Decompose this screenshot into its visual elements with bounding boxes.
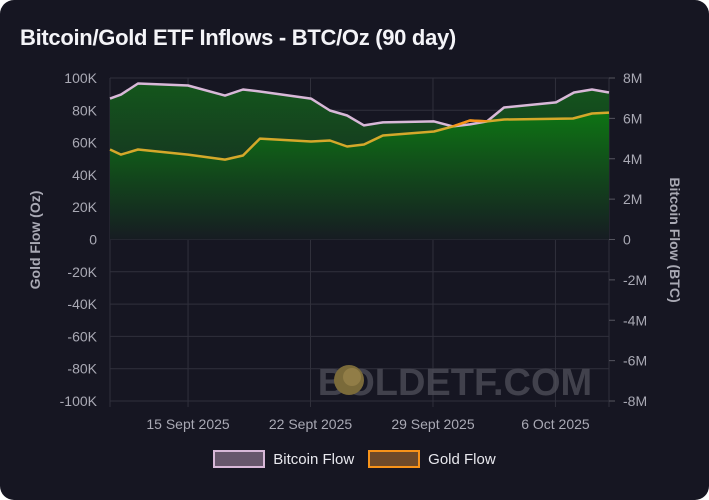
x-tick-label: 15 Sept 2025 — [146, 416, 230, 432]
left-tick-label: -20K — [67, 264, 97, 280]
coin-highlight — [343, 368, 361, 386]
x-tick-label: 6 Oct 2025 — [521, 416, 590, 432]
left-tick-label: 0 — [89, 232, 97, 248]
right-tick-label: 0 — [623, 232, 631, 248]
right-tick-label: -4M — [623, 312, 647, 328]
x-tick-label: 29 Sept 2025 — [391, 416, 475, 432]
left-tick-label: -40K — [67, 296, 97, 312]
chart-title: Bitcoin/Gold ETF Inflows - BTC/Oz (90 da… — [20, 25, 456, 50]
left-tick-label: 80K — [72, 102, 98, 118]
gold-area — [110, 112, 609, 240]
right-tick-label: -6M — [623, 353, 647, 369]
bitcoin-swatch — [213, 450, 266, 468]
right-tick-label: 4M — [623, 151, 642, 167]
legend: Bitcoin Flow Gold Flow — [0, 450, 709, 468]
left-tick-label: -60K — [67, 328, 97, 344]
bitcoin-flow-line — [109, 82, 610, 128]
left-tick-label: 60K — [72, 135, 98, 151]
legend-item-bitcoin[interactable]: Bitcoin Flow — [213, 450, 354, 468]
gold-swatch — [368, 450, 421, 468]
left-axis-label: Gold Flow (Oz) — [27, 191, 43, 290]
legend-label: Gold Flow — [428, 450, 496, 468]
left-tick-label: 20K — [72, 199, 98, 215]
right-axis-label: Bitcoin Flow (BTC) — [667, 177, 683, 302]
right-tick-label: 6M — [623, 110, 642, 126]
right-tick-label: 2M — [623, 191, 642, 207]
left-tick-label: -100K — [60, 393, 98, 409]
left-tick-label: 40K — [72, 167, 98, 183]
legend-item-gold[interactable]: Gold Flow — [368, 450, 496, 468]
x-tick-label: 22 Sept 2025 — [269, 416, 353, 432]
right-tick-label: 8M — [623, 70, 642, 86]
legend-label: Bitcoin Flow — [273, 450, 355, 468]
right-tick-label: -2M — [623, 272, 647, 288]
gold-flow-line — [109, 111, 610, 161]
right-tick-label: -8M — [623, 393, 647, 409]
left-tick-label: -80K — [67, 361, 97, 377]
watermark-coin-icon — [334, 365, 364, 395]
left-tick-label: 100K — [64, 70, 97, 86]
